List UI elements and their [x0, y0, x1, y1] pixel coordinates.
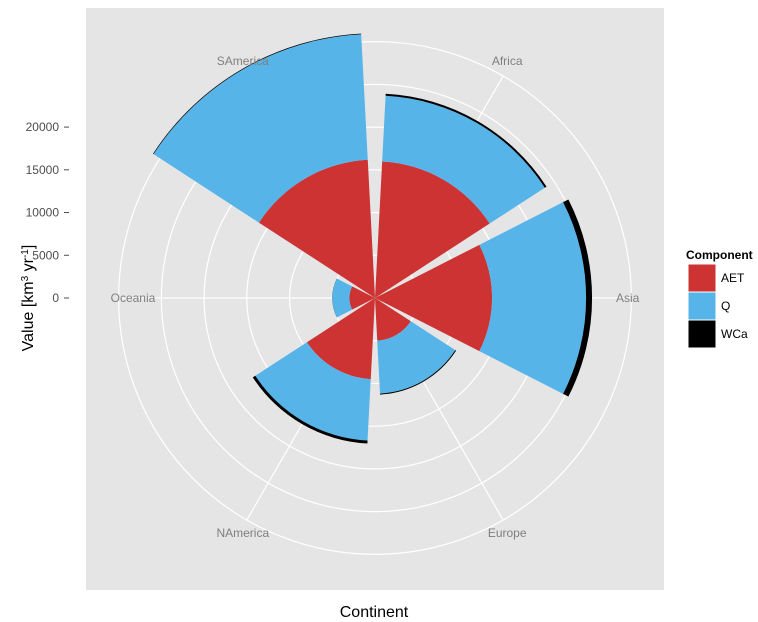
- bar-aet-europe: [375, 298, 411, 341]
- legend-key-wca: [687, 319, 717, 349]
- bar-q-oceania: [332, 278, 353, 318]
- y-tick-label: 5000: [32, 248, 59, 262]
- bar-q-africa: [382, 95, 545, 224]
- y-tick-label: 0: [52, 291, 59, 305]
- bar-aet-samerica: [258, 159, 375, 298]
- category-label-oceania: Oceania: [111, 291, 156, 305]
- bar-wca-asia: [563, 199, 593, 397]
- category-label-africa: Africa: [492, 54, 523, 68]
- legend: Component AET Q WCa: [686, 248, 753, 349]
- legend-key-q: [687, 291, 717, 321]
- bars-layer: [152, 33, 593, 444]
- y-axis-title-mid: yr: [20, 257, 37, 275]
- y-tick-label: 15000: [26, 163, 60, 177]
- legend-items: AET Q WCa: [687, 263, 748, 349]
- category-label-europe: Europe: [488, 526, 527, 540]
- bar-aet-africa: [375, 161, 490, 298]
- legend-label-wca: WCa: [721, 327, 748, 341]
- category-label-namerica: NAmerica: [216, 526, 269, 540]
- y-axis-title-exp2: -1: [20, 249, 31, 258]
- bar-aet-namerica: [306, 298, 375, 380]
- y-axis-title: Value [km3 yr-1]: [20, 245, 38, 352]
- legend-title: Component: [686, 248, 753, 262]
- y-axis-title-pre: Value [km: [20, 281, 37, 351]
- legend-key-aet: [687, 263, 717, 293]
- category-labels: Asia Europe NAmerica Oceania SAmerica Africa: [111, 54, 640, 540]
- bar-aet-oceania: [349, 286, 375, 310]
- bar-q-samerica: [153, 34, 368, 223]
- bar-wca-oceania: [332, 278, 337, 318]
- category-label-samerica: SAmerica: [217, 54, 269, 68]
- bar-q-europe: [377, 321, 456, 394]
- y-axis-title-exp1: 3: [20, 275, 31, 281]
- y-axis: 0 5000 10000 15000 20000: [26, 120, 69, 305]
- legend-label-q: Q: [721, 299, 730, 313]
- x-axis-title: Continent: [340, 604, 409, 621]
- category-label-asia: Asia: [616, 291, 640, 305]
- bar-q-namerica: [255, 342, 371, 441]
- y-tick-label: 10000: [26, 206, 60, 220]
- y-tick-label: 20000: [26, 120, 60, 134]
- bar-aet-asia: [375, 244, 493, 352]
- bar-q-asia: [479, 202, 587, 394]
- legend-label-aet: AET: [721, 271, 745, 285]
- y-axis-title-post: ]: [20, 245, 37, 249]
